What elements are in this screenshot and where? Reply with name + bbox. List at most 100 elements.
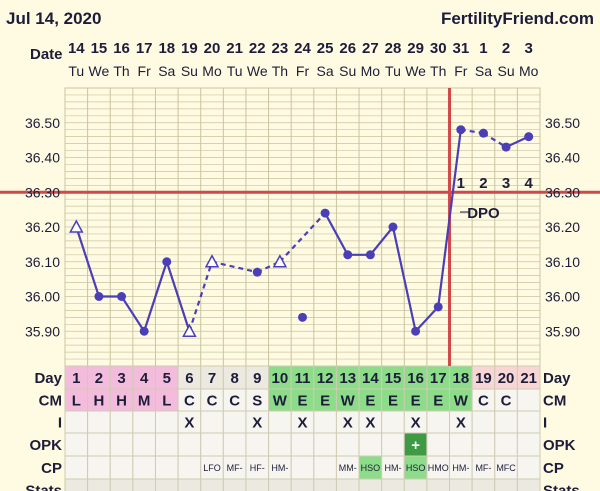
table-cell[interactable] bbox=[87, 432, 111, 457]
table-cell[interactable] bbox=[87, 455, 111, 480]
temp-point[interactable] bbox=[252, 267, 262, 277]
table-cell[interactable] bbox=[426, 432, 451, 457]
table-cell[interactable] bbox=[109, 478, 134, 491]
table-cell[interactable] bbox=[290, 432, 315, 457]
table-cell[interactable] bbox=[64, 432, 89, 457]
y-tick-left: 36.40 bbox=[25, 150, 60, 166]
table-cell[interactable] bbox=[154, 478, 179, 491]
table-cell[interactable] bbox=[426, 410, 451, 434]
table-cell[interactable] bbox=[222, 410, 247, 434]
temp-point[interactable] bbox=[365, 250, 375, 260]
brand-link[interactable]: FertilityFriend.com bbox=[441, 9, 594, 28]
table-cell[interactable] bbox=[200, 410, 224, 434]
temp-point[interactable] bbox=[524, 132, 534, 142]
table-cell[interactable] bbox=[516, 432, 541, 457]
temp-point[interactable] bbox=[388, 222, 398, 232]
temp-point[interactable] bbox=[117, 292, 127, 301]
table-cell[interactable] bbox=[132, 478, 156, 491]
weekday-label: Sa bbox=[475, 63, 492, 79]
table-cell[interactable] bbox=[87, 478, 111, 491]
temp-point[interactable] bbox=[411, 326, 421, 336]
temp-point[interactable] bbox=[501, 142, 511, 152]
table-cell[interactable] bbox=[494, 432, 518, 457]
table-cell[interactable] bbox=[200, 478, 224, 491]
table-cell[interactable] bbox=[245, 478, 270, 491]
table-cell[interactable] bbox=[132, 455, 156, 480]
table-cell[interactable] bbox=[109, 410, 134, 434]
weekday-label: Mo bbox=[519, 63, 539, 79]
date-label: 28 bbox=[385, 40, 402, 57]
table-cell[interactable] bbox=[87, 410, 111, 434]
temp-segment bbox=[165, 261, 191, 332]
table-cell[interactable] bbox=[449, 432, 473, 457]
date-label: 2 bbox=[502, 40, 510, 57]
table-cell[interactable] bbox=[290, 455, 315, 480]
table-cell[interactable] bbox=[516, 455, 541, 480]
table-cell[interactable] bbox=[177, 478, 202, 491]
temp-point[interactable] bbox=[478, 128, 488, 138]
table-cell[interactable] bbox=[64, 455, 89, 480]
temp-point-discarded[interactable] bbox=[298, 312, 307, 322]
table-cell[interactable] bbox=[245, 432, 270, 457]
weekday-label: We bbox=[89, 63, 110, 79]
table-cell[interactable] bbox=[449, 478, 473, 491]
table-cell[interactable] bbox=[335, 478, 360, 491]
table-cell[interactable] bbox=[109, 455, 134, 480]
row-label-left: CP bbox=[41, 460, 62, 477]
temp-point[interactable] bbox=[456, 125, 466, 135]
table-cell[interactable] bbox=[154, 432, 179, 457]
table-cell[interactable] bbox=[313, 410, 337, 434]
table-cell[interactable] bbox=[358, 432, 383, 457]
table-cell[interactable] bbox=[200, 432, 224, 457]
table-cell[interactable] bbox=[154, 455, 179, 480]
table-cell[interactable] bbox=[132, 410, 156, 434]
table-cell[interactable] bbox=[516, 388, 541, 412]
table-cell[interactable] bbox=[222, 478, 247, 491]
table-cell[interactable] bbox=[494, 410, 518, 434]
temp-point[interactable] bbox=[343, 250, 353, 260]
table-cell[interactable] bbox=[132, 432, 156, 457]
table-cell[interactable] bbox=[268, 410, 292, 434]
table-cell[interactable] bbox=[313, 455, 337, 480]
temp-point-open[interactable] bbox=[69, 219, 84, 233]
table-cell[interactable] bbox=[268, 432, 292, 457]
temp-point[interactable] bbox=[162, 257, 172, 267]
table-cell[interactable] bbox=[268, 478, 292, 491]
table-cell[interactable] bbox=[109, 432, 134, 457]
table-cell[interactable] bbox=[403, 478, 428, 491]
table-cell[interactable] bbox=[222, 432, 247, 457]
temp-point-open[interactable] bbox=[204, 254, 220, 268]
weekday-label: Su bbox=[339, 63, 356, 79]
temp-point-open[interactable] bbox=[182, 323, 197, 337]
temp-point-open[interactable] bbox=[272, 254, 288, 268]
table-cell[interactable] bbox=[471, 478, 496, 491]
table-cell[interactable] bbox=[381, 410, 405, 434]
table-cell[interactable] bbox=[516, 410, 541, 434]
table-cell[interactable] bbox=[335, 432, 360, 457]
table-cell[interactable] bbox=[381, 432, 405, 457]
table-cell[interactable] bbox=[64, 410, 89, 434]
table-cell[interactable] bbox=[290, 478, 315, 491]
temp-point[interactable] bbox=[139, 326, 149, 336]
table-cell-value: + bbox=[411, 437, 420, 454]
table-cell[interactable] bbox=[177, 432, 202, 457]
table-cell[interactable] bbox=[313, 478, 337, 491]
temp-point[interactable] bbox=[433, 302, 443, 312]
table-cell[interactable] bbox=[494, 478, 518, 491]
table-cell[interactable] bbox=[64, 478, 89, 491]
table-cell[interactable] bbox=[381, 478, 405, 491]
table-cell[interactable] bbox=[313, 432, 337, 457]
table-cell-value: X bbox=[184, 415, 194, 432]
dpo-label: DPO bbox=[467, 205, 500, 222]
temp-point[interactable] bbox=[320, 208, 330, 218]
table-cell-value: E bbox=[411, 393, 421, 410]
table-cell[interactable] bbox=[471, 410, 496, 434]
temp-point[interactable] bbox=[94, 292, 104, 301]
weekday-label: Sa bbox=[158, 63, 175, 79]
table-cell[interactable] bbox=[358, 478, 383, 491]
table-cell[interactable] bbox=[516, 478, 541, 491]
table-cell[interactable] bbox=[177, 455, 202, 480]
table-cell[interactable] bbox=[471, 432, 496, 457]
table-cell[interactable] bbox=[426, 478, 451, 491]
table-cell[interactable] bbox=[154, 410, 179, 434]
